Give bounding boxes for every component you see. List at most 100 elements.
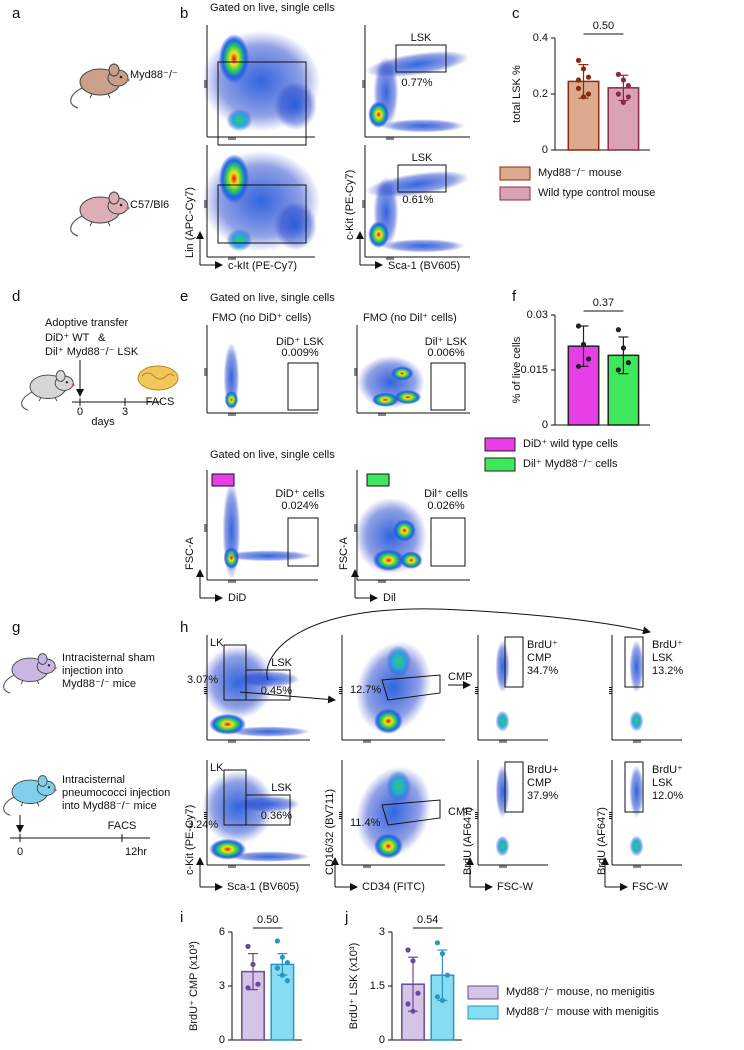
panel-letter: e [180,288,188,305]
data-point [274,938,280,944]
data-point [575,363,582,369]
arrow [239,691,336,704]
legend-label: Wild type control mouse [538,187,655,199]
flow-plot [629,640,644,732]
density [237,670,300,688]
density [380,119,465,133]
flow-plot [495,640,510,732]
y-tick-label: 0.015 [520,364,548,376]
mouse-icon [21,370,75,411]
data-point [405,1001,411,1007]
data-point [434,940,440,946]
legend-swatch [484,437,516,452]
density [629,835,644,857]
mouse-leg [38,397,42,402]
data-point [575,85,582,91]
density [386,770,412,802]
timeline-label: FACS [108,820,137,832]
axis-label: BrdU (AF647) [596,807,608,875]
text: Intracisternal sham [62,652,155,664]
panel-letter: g [12,619,20,636]
panel-letter: f [512,288,517,305]
text: Intracisternal [62,774,125,786]
y-axis-label: BrdU⁺ LSK (x10³) [348,943,360,1030]
mouse-leg [107,93,111,99]
density [227,851,310,862]
timeline-label: 0 [77,406,83,418]
brain-folds [141,372,175,380]
gate-label: Dil⁺ LSK [425,336,468,348]
panel-letter: h [180,619,188,636]
data-point [580,94,587,100]
mouse-tail [3,674,15,694]
gate [245,794,291,826]
y-tick-label: 0.4 [533,32,548,44]
mouse-ear [108,191,120,205]
data-point [405,947,411,953]
gate [287,517,319,567]
gate-label: LSK [652,777,673,789]
axis-label: CD34 (FITC) [362,881,425,893]
y-tick-label: 1.5 [370,980,385,992]
density [629,710,644,732]
gate-label: LK [210,637,224,649]
gate-label: LSK [411,32,432,44]
axis-label: c-Kit (PE-Cy7) [184,805,196,875]
density [371,392,399,407]
gate-label: LK [210,762,224,774]
legend-label: Dil⁺ Myd88⁻/⁻ cells [523,458,618,470]
mouse-ear [37,775,48,787]
density [368,101,390,129]
axis-label: c-kIt (PE-Cy7) [228,260,297,272]
axis-label: FSC-A [184,536,196,570]
plot-title: FMO (no DiD⁺ cells) [212,312,311,324]
gate-label: BrdU⁺ [652,764,683,776]
p-value: 0.37 [593,297,614,309]
mouse-eye [119,75,123,79]
mouse-nose [53,788,57,792]
mouse-leg [20,680,24,685]
data-point [439,997,445,1004]
gate-percent: 3.07% [187,674,218,686]
mouse-nose [126,206,130,210]
data-point [620,345,627,351]
flow-plot [365,50,470,133]
gate-label: CMP [448,806,472,818]
density [380,239,465,253]
panel-header: Gated on live, single cells [210,292,335,304]
axis-label: BrdU (AF647) [462,807,474,875]
panel-letter: j [344,909,348,926]
mouse-leg [54,397,58,402]
mouse-icon [3,775,57,816]
y-axis-label: % of live cells [511,336,523,403]
color-swatch [211,473,235,487]
timeline-label: 3 [122,406,128,418]
legend-label: DiD⁺ wild type cells [523,438,619,450]
mouse-nose [126,78,130,82]
mouse-tail [70,87,83,109]
mouse-label: Myd88⁻/⁻ [130,69,178,81]
panel-header: Gated on live, single cells [210,2,335,14]
data-point [625,360,632,366]
flow-plot [354,497,428,575]
legend-label: Myd88⁻/⁻ mouse with menigitis [506,1006,659,1018]
panel-letter: b [180,5,188,22]
density [273,81,318,131]
flow-plot [201,150,321,252]
y-tick-label: 0 [542,144,548,156]
axis-label: CD16/32 (BV711) [324,789,336,875]
gate-percent: 0.77% [401,77,432,89]
gate-label: CMP [527,777,551,789]
gate [381,799,441,826]
gate-label: LSK [271,657,292,669]
axis-label: FSC-W [497,881,534,893]
mouse-tail [70,215,83,237]
axis-label: FSC-W [632,881,669,893]
density [237,795,300,813]
timeline-label: days [91,416,115,428]
legend-swatch [499,186,531,201]
mouse-leg [36,680,40,685]
density [390,366,414,381]
data-point [625,94,632,100]
data-point [585,74,592,80]
